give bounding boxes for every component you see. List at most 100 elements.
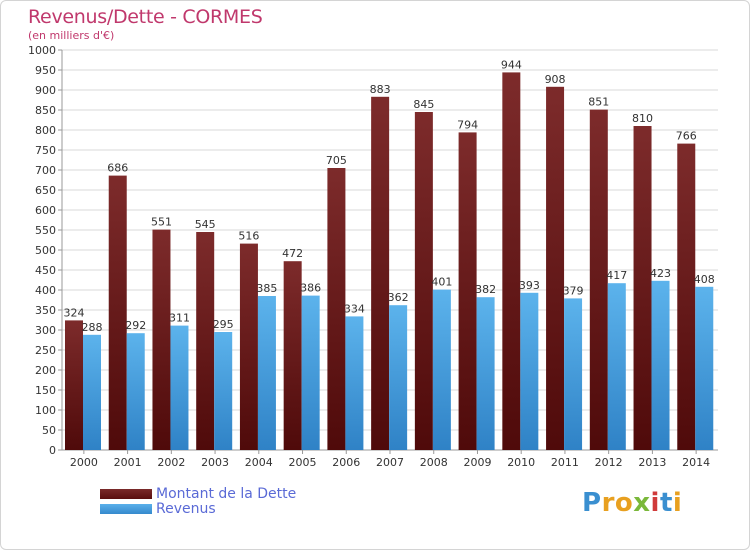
data-label-revenus: 311 bbox=[169, 312, 190, 325]
x-tick-label: 2005 bbox=[289, 456, 317, 469]
bar-dette bbox=[633, 126, 652, 450]
data-label-dette: 766 bbox=[676, 130, 697, 143]
data-label-revenus: 379 bbox=[563, 284, 584, 297]
logo-letter: i bbox=[650, 488, 660, 518]
bar-revenus bbox=[476, 297, 495, 450]
y-tick-label: 600 bbox=[35, 204, 56, 217]
legend-label-revenus: Revenus bbox=[156, 501, 216, 517]
bar-dette bbox=[414, 112, 433, 450]
proxiti-logo: Proxiti bbox=[582, 488, 682, 518]
x-tick-label: 2007 bbox=[376, 456, 404, 469]
bar-dette bbox=[677, 143, 696, 450]
data-label-revenus: 334 bbox=[344, 302, 365, 315]
bar-dette bbox=[589, 109, 608, 450]
x-tick-label: 2000 bbox=[70, 456, 98, 469]
y-tick-label: 200 bbox=[35, 364, 56, 377]
x-tick-label: 2006 bbox=[332, 456, 360, 469]
data-label-dette: 324 bbox=[64, 306, 85, 319]
data-label-revenus: 401 bbox=[431, 276, 452, 289]
y-tick-label: 700 bbox=[35, 164, 56, 177]
data-label-dette: 908 bbox=[545, 73, 566, 86]
bar-revenus bbox=[257, 296, 276, 450]
data-label-revenus: 382 bbox=[475, 283, 496, 296]
chart-title: Revenus/Dette - CORMES bbox=[28, 6, 263, 28]
y-tick-label: 300 bbox=[35, 324, 56, 337]
bar-revenus bbox=[564, 298, 583, 450]
x-tick-label: 2002 bbox=[157, 456, 185, 469]
data-label-revenus: 295 bbox=[213, 318, 234, 331]
bar-dette bbox=[546, 86, 565, 451]
data-label-revenus: 423 bbox=[650, 267, 671, 280]
bar-dette bbox=[108, 175, 127, 450]
bar-dette bbox=[65, 320, 83, 450]
data-label-revenus: 386 bbox=[300, 282, 321, 295]
legend-label-dette: Montant de la Dette bbox=[156, 486, 297, 502]
bar-dette bbox=[458, 132, 477, 450]
bar-dette bbox=[502, 72, 521, 451]
bar-dette bbox=[196, 232, 215, 450]
y-tick-label: 100 bbox=[35, 404, 56, 417]
bar-revenus bbox=[301, 295, 320, 450]
data-label-dette: 551 bbox=[151, 216, 172, 229]
bar-revenus bbox=[651, 280, 670, 450]
y-tick-label: 950 bbox=[35, 64, 56, 77]
y-tick-label: 500 bbox=[35, 244, 56, 257]
data-label-dette: 686 bbox=[107, 162, 128, 175]
bar-revenus bbox=[432, 289, 451, 450]
bar-revenus bbox=[607, 283, 626, 450]
data-label-revenus: 385 bbox=[256, 282, 277, 295]
y-tick-label: 400 bbox=[35, 284, 56, 297]
bar-revenus bbox=[345, 316, 364, 450]
x-tick-label: 2003 bbox=[201, 456, 229, 469]
y-tick-label: 250 bbox=[35, 344, 56, 357]
bar-dette bbox=[239, 243, 258, 450]
logo-letter: t bbox=[659, 488, 673, 518]
data-label-revenus: 393 bbox=[519, 279, 540, 292]
y-tick-label: 900 bbox=[35, 84, 56, 97]
y-tick-label: 50 bbox=[42, 424, 56, 437]
x-tick-label: 2004 bbox=[245, 456, 273, 469]
x-tick-label: 2014 bbox=[682, 456, 710, 469]
data-label-revenus: 408 bbox=[694, 273, 715, 286]
data-label-dette: 883 bbox=[370, 83, 391, 96]
bar-revenus bbox=[214, 332, 233, 450]
y-tick-label: 150 bbox=[35, 384, 56, 397]
data-label-revenus: 417 bbox=[606, 269, 627, 282]
logo-letter: o bbox=[614, 488, 634, 518]
legend-swatch-dette bbox=[100, 489, 152, 499]
data-label-dette: 845 bbox=[413, 98, 434, 111]
logo-letter: x bbox=[633, 488, 651, 518]
legend-swatch-revenus bbox=[100, 504, 152, 514]
x-tick-label: 2009 bbox=[463, 456, 491, 469]
bar-dette bbox=[283, 261, 302, 450]
data-label-dette: 794 bbox=[457, 118, 478, 131]
logo-letter: P bbox=[582, 488, 602, 518]
x-tick-label: 2010 bbox=[507, 456, 535, 469]
y-tick-label: 650 bbox=[35, 184, 56, 197]
data-label-dette: 705 bbox=[326, 154, 347, 167]
x-tick-label: 2013 bbox=[638, 456, 666, 469]
x-tick-label: 2001 bbox=[114, 456, 142, 469]
bar-revenus bbox=[170, 325, 189, 450]
bar-dette bbox=[371, 96, 390, 451]
bar-revenus bbox=[695, 286, 714, 450]
y-tick-label: 850 bbox=[35, 104, 56, 117]
bar-revenus bbox=[126, 333, 145, 450]
data-label-dette: 516 bbox=[238, 230, 259, 243]
y-tick-label: 450 bbox=[35, 264, 56, 277]
x-tick-label: 2011 bbox=[551, 456, 579, 469]
y-tick-label: 750 bbox=[35, 144, 56, 157]
chart-subtitle: (en milliers d'€) bbox=[28, 29, 115, 42]
data-label-revenus: 288 bbox=[82, 321, 103, 334]
y-tick-label: 1000 bbox=[28, 44, 56, 57]
bar-revenus bbox=[520, 292, 539, 450]
data-label-revenus: 362 bbox=[388, 291, 409, 304]
data-label-dette: 545 bbox=[195, 218, 216, 231]
logo-letter: i bbox=[672, 488, 683, 518]
x-tick-label: 2012 bbox=[595, 456, 623, 469]
y-tick-label: 350 bbox=[35, 304, 56, 317]
bar-revenus bbox=[83, 334, 101, 450]
bar-dette bbox=[327, 168, 346, 450]
data-label-revenus: 292 bbox=[125, 319, 146, 332]
